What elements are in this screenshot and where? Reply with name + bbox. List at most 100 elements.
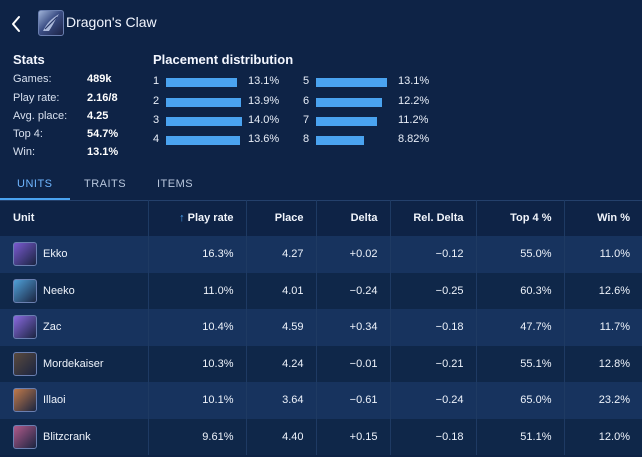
placement-bar [166, 117, 242, 126]
page-title: Dragon's Claw [66, 14, 157, 30]
placement-percent: 14.0% [248, 114, 280, 126]
placement-percent: 11.2% [398, 114, 429, 126]
win-cell: 12.8% [598, 357, 630, 370]
sort-up-arrow-icon: ↑ [179, 212, 185, 224]
top4-cell: 47.7% [476, 309, 565, 346]
table-header-row: Unit ↑ Play rate Place Delta Rel. Delta T… [0, 200, 642, 236]
stats-title: Stats [13, 52, 45, 67]
column-header-top4[interactable]: Top 4 % [476, 200, 565, 236]
placement-number: 3 [153, 114, 160, 126]
tab-traits[interactable]: TRAITS [84, 178, 127, 190]
unit-name: Blitzcrank [43, 430, 91, 443]
place-cell: 4.40 [246, 418, 317, 455]
unit-cell: Neeko [0, 272, 149, 309]
placement-distribution-title: Placement distribution [153, 52, 294, 67]
column-header-delta[interactable]: Delta [316, 200, 391, 236]
column-header-rel-delta[interactable]: Rel. Delta [390, 200, 477, 236]
stat-label: Games: [13, 73, 52, 85]
placement-number: 4 [153, 133, 160, 145]
tab-items[interactable]: ITEMS [157, 178, 194, 190]
placement-bar [166, 78, 238, 87]
unit-cell: Illaoi [0, 382, 149, 419]
placement-bar [316, 78, 388, 87]
chevron-left-icon[interactable] [8, 12, 24, 36]
placement-number: 6 [303, 95, 310, 107]
unit-cell: Blitzcrank [0, 418, 149, 455]
column-header-place[interactable]: Place [246, 200, 317, 236]
table-row[interactable]: Ekko 16.3% 4.27 +0.02 −0.12 55.0% 11.0% [0, 236, 642, 273]
unit-name: Mordekaiser [43, 357, 104, 370]
unit-avatar [13, 351, 37, 376]
place-cell: 4.27 [246, 236, 317, 273]
stat-value: 4.25 [87, 110, 109, 122]
column-header-win[interactable]: Win % [597, 212, 630, 224]
stat-win: Win: 13.1% [13, 146, 123, 163]
stat-value: 489k [87, 73, 112, 85]
tab-units[interactable]: UNITS [17, 178, 53, 190]
table-row[interactable]: Neeko 11.0% 4.01 −0.24 −0.25 60.3% 12.6% [0, 272, 642, 309]
win-cell: 12.0% [598, 430, 630, 443]
placement-percent: 13.1% [398, 75, 430, 87]
unit-name: Neeko [43, 284, 75, 297]
place-cell: 4.01 [246, 272, 317, 309]
stat-value: 54.7% [87, 128, 119, 140]
delta-cell: −0.61 [316, 382, 391, 419]
stat-label: Top 4: [13, 128, 43, 140]
win-cell: 23.2% [598, 394, 630, 407]
active-tab-indicator [0, 198, 70, 200]
dragons-claw-item-icon [38, 10, 64, 36]
placement-bar [316, 98, 383, 107]
play-rate-cell: 11.0% [148, 272, 247, 309]
unit-avatar [13, 278, 37, 303]
rel-delta-cell: −0.18 [390, 309, 477, 346]
placement-number: 8 [303, 133, 310, 145]
stat-play-rate: Play rate: 2.16/8 [13, 92, 123, 109]
top4-cell: 51.1% [476, 418, 565, 455]
unit-name: Zac [43, 321, 62, 334]
placement-percent: 13.6% [248, 133, 280, 145]
stat-label: Win: [13, 146, 35, 158]
placement-percent: 13.9% [248, 95, 280, 107]
placement-bar [316, 136, 364, 145]
table-row[interactable]: Illaoi 10.1% 3.64 −0.61 −0.24 65.0% 23.2… [0, 382, 642, 419]
stat-label: Play rate: [13, 92, 60, 104]
place-cell: 3.64 [246, 382, 317, 419]
play-rate-cell: 10.4% [148, 309, 247, 346]
rel-delta-cell: −0.18 [390, 418, 477, 455]
rel-delta-cell: −0.24 [390, 382, 477, 419]
header: Dragon's Claw [0, 0, 642, 48]
unit-avatar [13, 424, 37, 449]
place-cell: 4.24 [246, 345, 317, 382]
play-rate-cell: 10.3% [148, 345, 247, 382]
top4-cell: 60.3% [476, 272, 565, 309]
rel-delta-cell: −0.25 [390, 272, 477, 309]
placement-bar [166, 98, 242, 107]
table-row[interactable]: Blitzcrank 9.61% 4.40 +0.15 −0.18 51.1% … [0, 418, 642, 455]
column-header-play-rate[interactable]: ↑ Play rate [148, 200, 247, 236]
top4-cell: 55.1% [476, 345, 565, 382]
placement-number: 2 [153, 95, 160, 107]
column-header-label: Play rate [187, 212, 234, 224]
stat-label: Avg. place: [13, 110, 68, 122]
delta-cell: +0.15 [316, 418, 391, 455]
play-rate-cell: 16.3% [148, 236, 247, 273]
placement-number: 5 [303, 75, 310, 87]
placement-percent: 8.82% [398, 133, 430, 145]
placement-bar [166, 136, 240, 145]
win-cell: 11.0% [599, 248, 630, 261]
rel-delta-cell: −0.21 [390, 345, 477, 382]
column-header-unit[interactable]: Unit [0, 200, 149, 236]
delta-cell: −0.24 [316, 272, 391, 309]
placement-number: 1 [153, 75, 160, 87]
stat-games: Games: 489k [13, 73, 123, 90]
top4-cell: 55.0% [476, 236, 565, 273]
table-row[interactable]: Zac 10.4% 4.59 +0.34 −0.18 47.7% 11.7% [0, 309, 642, 346]
play-rate-cell: 9.61% [148, 418, 247, 455]
place-cell: 4.59 [246, 309, 317, 346]
stat-top4: Top 4: 54.7% [13, 128, 123, 145]
unit-cell: Mordekaiser [0, 345, 149, 382]
delta-cell: −0.01 [316, 345, 391, 382]
stat-value: 13.1% [87, 146, 119, 158]
win-cell: 12.6% [598, 284, 630, 297]
table-row[interactable]: Mordekaiser 10.3% 4.24 −0.01 −0.21 55.1%… [0, 345, 642, 382]
